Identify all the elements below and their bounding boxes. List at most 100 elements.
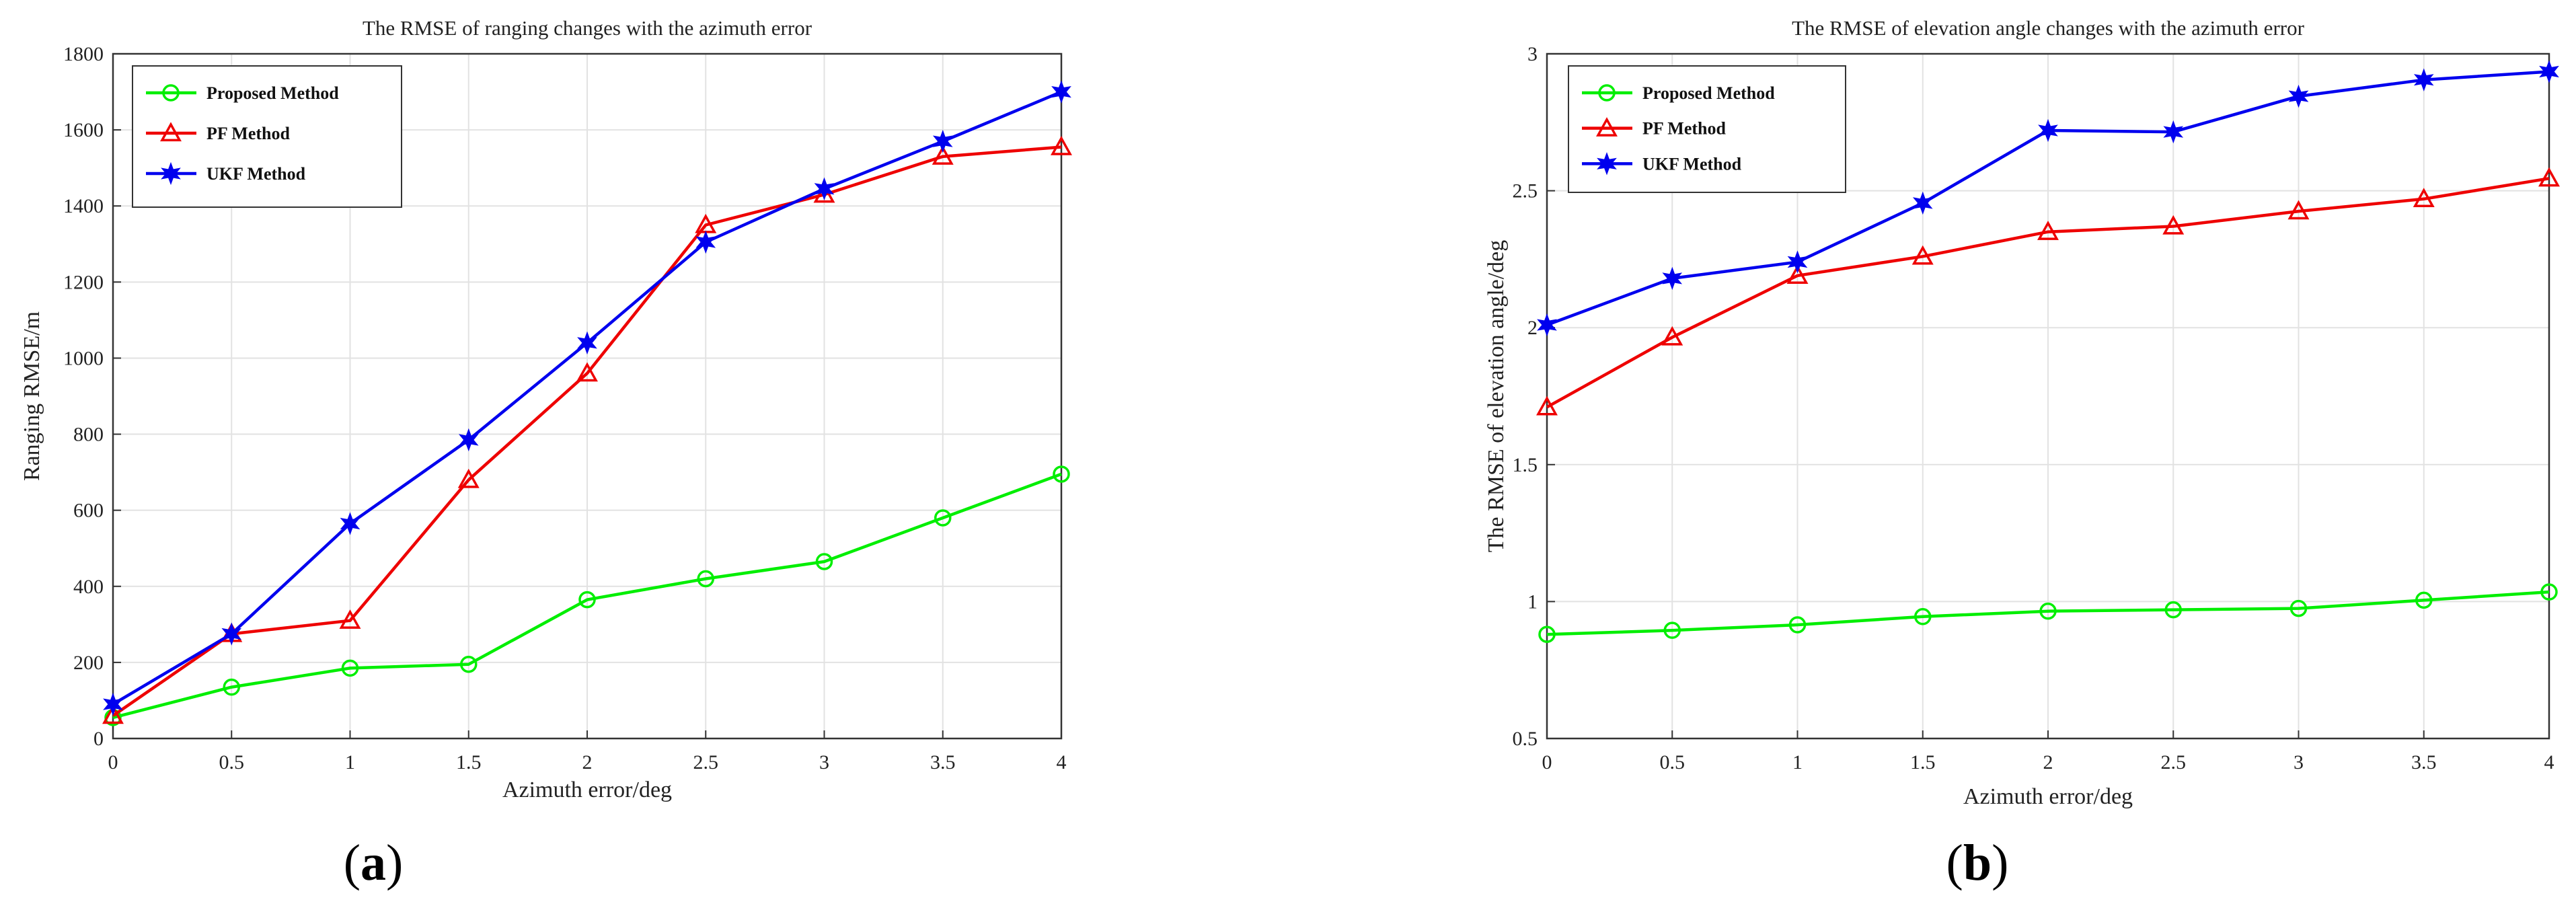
y-tick-label: 1.5: [1513, 454, 1538, 476]
data-point: [2413, 188, 2435, 207]
data-point: [1788, 616, 1807, 634]
y-axis-label: Ranging RMSE/m: [20, 311, 44, 481]
series-circle: [1538, 583, 2558, 644]
data-point: [339, 609, 361, 629]
data-point: [102, 704, 124, 724]
x-tick-label: 1.5: [1910, 751, 1936, 773]
data-point: [1787, 250, 1808, 274]
data-point: [1536, 395, 1558, 416]
y-tick-label: 800: [73, 424, 104, 446]
data-point: [814, 177, 835, 200]
panel-label: (a): [344, 835, 404, 891]
data-point: [2037, 221, 2059, 240]
series-triangle: [1536, 167, 2560, 416]
data-point: [1537, 313, 1557, 337]
x-tick-label: 2: [2043, 751, 2053, 773]
legend-marker: [1597, 152, 1617, 176]
x-tick-label: 1.5: [456, 751, 482, 773]
data-point: [695, 230, 716, 254]
legend: Proposed Method PF Method UKF Method: [132, 65, 402, 208]
chart-a: The RMSE of ranging changes with the azi…: [20, 16, 1072, 891]
y-tick-label: 1000: [63, 347, 104, 369]
x-tick-label: 0: [1542, 751, 1552, 773]
data-point: [1914, 608, 1932, 625]
y-tick-label: 200: [73, 652, 104, 674]
data-point: [813, 183, 835, 203]
data-point: [1053, 465, 1070, 483]
legend-marker: [162, 84, 180, 102]
series-line: [112, 145, 1062, 717]
x-tick-label: 3.5: [2411, 751, 2437, 773]
y-tick-label: 1600: [63, 119, 104, 141]
data-point: [2413, 68, 2434, 91]
x-tick-label: 3.5: [930, 751, 956, 773]
x-tick-label: 0: [108, 751, 118, 773]
data-point: [103, 692, 123, 716]
data-point: [1911, 245, 1934, 265]
data-point: [576, 362, 598, 382]
data-point: [2039, 602, 2057, 620]
data-point: [578, 591, 596, 609]
data-point: [1662, 266, 1683, 291]
x-axis-label: Azimuth error/deg: [502, 778, 672, 802]
data-point: [460, 655, 478, 673]
data-point: [2164, 601, 2182, 619]
x-axis-label: Azimuth error/deg: [1963, 784, 2133, 809]
x-tick-label: 0.5: [1660, 751, 1685, 773]
x-tick-label: 2: [582, 751, 593, 773]
legend-label: Proposed Method: [1642, 83, 1775, 103]
data-point: [2540, 583, 2558, 601]
legend-marker: [1598, 84, 1616, 102]
series-line: [1546, 177, 2550, 409]
legend: Proposed Method PF Method UKF Method: [1568, 65, 1846, 193]
data-point: [2287, 200, 2310, 220]
legend-label: PF Method: [206, 124, 290, 143]
data-point: [815, 553, 833, 570]
legend-label: UKF Method: [1642, 154, 1742, 174]
series-star: [1537, 60, 2559, 337]
data-point: [458, 428, 479, 452]
data-point: [2538, 167, 2560, 187]
chart-b: The RMSE of elevation angle changes with…: [1484, 16, 2560, 891]
data-point: [457, 468, 480, 488]
data-point: [697, 570, 714, 588]
data-point: [932, 145, 954, 165]
legend-label: Proposed Method: [206, 83, 339, 103]
x-tick-label: 3: [2294, 751, 2304, 773]
x-tick-label: 0.5: [219, 751, 245, 773]
data-point: [2288, 84, 2309, 108]
y-tick-label: 3: [1527, 43, 1538, 65]
data-point: [2163, 120, 2184, 144]
series-triangle: [102, 135, 1072, 724]
y-tick-label: 0.5: [1513, 728, 1538, 750]
series-line: [112, 472, 1062, 720]
legend-label: PF Method: [1642, 119, 1726, 139]
data-point: [934, 509, 952, 527]
data-point: [1538, 625, 1556, 644]
legend-marker: [1596, 117, 1618, 137]
y-axis-label: The RMSE of elevation angle/deg: [1484, 240, 1509, 553]
x-tick-label: 3: [819, 751, 829, 773]
y-tick-label: 400: [73, 576, 104, 598]
data-point: [1051, 80, 1071, 104]
data-point: [341, 659, 359, 677]
data-point: [1912, 191, 1933, 215]
panel-label: (b): [1946, 835, 2009, 891]
series-star: [103, 80, 1071, 716]
series-circle: [104, 465, 1070, 726]
legend-marker: [161, 161, 181, 186]
data-point: [577, 331, 597, 354]
data-point: [2038, 118, 2058, 143]
data-point: [340, 512, 361, 535]
x-tick-label: 4: [1057, 751, 1067, 773]
data-point: [932, 129, 953, 153]
data-point: [2415, 591, 2433, 609]
x-tick-label: 1: [345, 751, 355, 773]
y-tick-label: 2: [1527, 317, 1538, 339]
x-tick-label: 1: [1792, 751, 1803, 773]
data-point: [223, 678, 240, 696]
data-point: [1661, 326, 1683, 346]
y-tick-label: 1: [1527, 591, 1538, 613]
y-tick-label: 0: [93, 728, 104, 750]
